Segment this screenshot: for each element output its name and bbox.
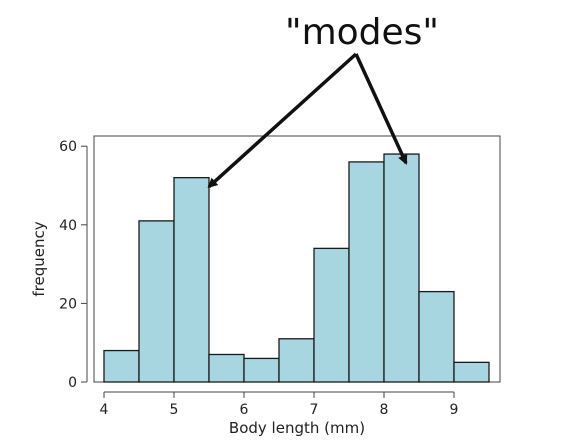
y-tick-label: 0 <box>68 375 77 391</box>
histogram-bar <box>453 361 490 383</box>
x-tick-label: 6 <box>240 402 249 418</box>
y-axis: 0 20 40 60 <box>59 139 88 391</box>
histogram-bar <box>383 153 420 383</box>
annotation-arrow <box>207 52 358 188</box>
histogram-bar <box>103 349 140 383</box>
histogram-bar <box>208 353 245 383</box>
x-axis: 4 5 6 7 8 9 <box>100 391 459 418</box>
annotation-arrow <box>354 53 408 165</box>
x-tick-label: 5 <box>170 402 179 418</box>
x-tick-label: 9 <box>450 402 459 418</box>
histogram-bar <box>278 338 315 383</box>
y-axis-title: frequency <box>30 221 48 296</box>
x-tick-label: 7 <box>310 402 319 418</box>
histogram-bar <box>348 161 385 383</box>
y-tick-label: 60 <box>59 139 77 155</box>
annotation-layer: "modes" <box>207 12 439 188</box>
histogram-bar <box>418 290 455 383</box>
histogram-bar <box>173 176 210 383</box>
bars-layer <box>103 153 490 383</box>
x-tick-label: 8 <box>380 402 389 418</box>
histogram-bar <box>313 247 350 383</box>
y-tick-label: 40 <box>59 218 77 234</box>
histogram-bar <box>243 357 280 383</box>
histogram-bar <box>138 220 175 383</box>
x-tick-label: 4 <box>100 402 109 418</box>
y-tick-label: 20 <box>59 296 77 312</box>
x-axis-title: Body length (mm) <box>229 419 365 437</box>
modes-annotation-text: "modes" <box>285 12 439 53</box>
